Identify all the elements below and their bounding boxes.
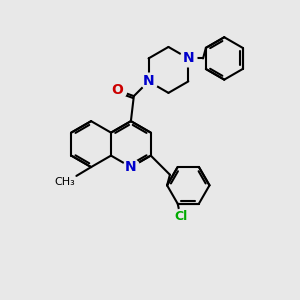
Text: O: O bbox=[112, 83, 124, 97]
Text: N: N bbox=[125, 160, 137, 174]
Text: CH₃: CH₃ bbox=[54, 177, 75, 188]
Text: N: N bbox=[143, 74, 154, 88]
Text: N: N bbox=[182, 51, 194, 65]
Text: Cl: Cl bbox=[174, 210, 187, 224]
